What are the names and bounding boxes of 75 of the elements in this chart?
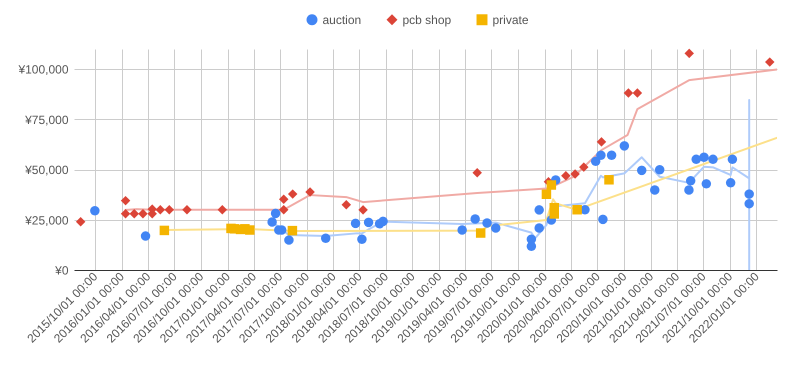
- point: [546, 180, 556, 190]
- y-tick-label: ¥25,000: [24, 213, 69, 228]
- point: [182, 204, 192, 214]
- point: [378, 216, 388, 226]
- y-tick-label: ¥75,000: [24, 112, 69, 127]
- y-tick-label: ¥50,000: [24, 163, 69, 178]
- point: [491, 223, 500, 233]
- point: [744, 189, 754, 199]
- point: [702, 179, 712, 189]
- point: [120, 209, 130, 218]
- point: [278, 204, 288, 214]
- point: [708, 154, 718, 164]
- point: [284, 235, 294, 245]
- point: [624, 88, 634, 98]
- point: [90, 206, 100, 216]
- point: [684, 185, 694, 195]
- point: [76, 217, 86, 227]
- point: [654, 165, 664, 174]
- point: [130, 209, 139, 218]
- point: [120, 196, 130, 206]
- point: [534, 223, 544, 233]
- point: [765, 57, 774, 67]
- point: [561, 171, 571, 181]
- point: [267, 217, 277, 227]
- point: [160, 226, 170, 236]
- point: [164, 204, 174, 214]
- point: [572, 204, 582, 214]
- point: [342, 200, 352, 210]
- point: [590, 156, 600, 166]
- point: [691, 154, 701, 164]
- y-tick-label: ¥100,000: [17, 62, 69, 77]
- legend-label: pcb shop: [402, 12, 452, 27]
- point: [636, 166, 646, 176]
- point: [305, 187, 315, 197]
- point: [156, 204, 166, 214]
- point: [288, 226, 298, 236]
- point: [278, 194, 288, 204]
- point: [364, 218, 374, 228]
- point: [579, 162, 589, 172]
- point: [726, 178, 736, 188]
- point: [358, 205, 368, 215]
- point: [140, 231, 150, 241]
- point: [270, 208, 280, 218]
- point: [598, 214, 608, 224]
- point: [596, 150, 606, 160]
- point: [632, 88, 642, 98]
- point: [482, 218, 492, 228]
- y-tick-label: ¥0: [54, 264, 69, 278]
- point: [472, 168, 482, 178]
- point: [350, 218, 360, 228]
- point: [218, 204, 228, 214]
- point: [357, 234, 367, 244]
- point: [596, 137, 606, 147]
- point: [684, 48, 694, 58]
- point: [728, 154, 738, 164]
- point: [606, 150, 616, 160]
- point: [542, 190, 552, 199]
- point: [476, 228, 486, 238]
- point: [534, 205, 544, 215]
- point: [320, 234, 330, 243]
- point: [570, 169, 580, 179]
- point: [138, 209, 148, 218]
- point: [744, 198, 754, 208]
- point: [470, 214, 480, 224]
- point: [604, 175, 614, 185]
- point: [526, 242, 536, 252]
- point: [457, 225, 467, 235]
- point: [288, 189, 298, 199]
- point: [245, 225, 255, 235]
- legend-label: private: [492, 12, 529, 27]
- point: [650, 185, 660, 195]
- legend-label: auction: [322, 12, 362, 27]
- point: [620, 141, 630, 151]
- point: [699, 152, 709, 162]
- point: [686, 176, 696, 186]
